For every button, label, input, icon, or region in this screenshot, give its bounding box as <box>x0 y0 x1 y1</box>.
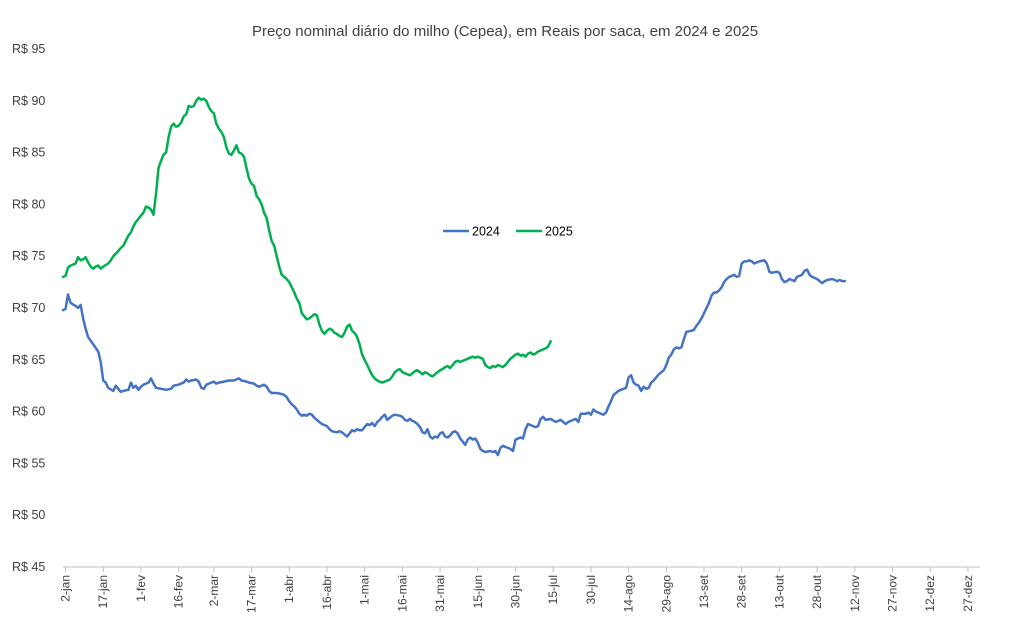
x-tick-label: 14-ago <box>622 575 636 613</box>
x-tick-label: 13-set <box>697 574 711 608</box>
y-tick-label: R$ 80 <box>12 197 45 211</box>
x-tick-label: 30-jun <box>508 575 522 608</box>
series-lines <box>61 96 847 457</box>
y-tick-label: R$ 55 <box>12 456 45 470</box>
x-tick-label: 30-jul <box>584 575 598 604</box>
y-tick-label: R$ 90 <box>12 94 45 108</box>
x-tick-label: 16-mai <box>395 575 409 612</box>
x-tick-label: 29-ago <box>659 575 673 613</box>
x-tick-label: 12-dez <box>923 575 937 612</box>
x-tick-label: 16-fev <box>172 575 186 608</box>
x-tick-label: 27-nov <box>886 575 900 612</box>
x-tick-label: 27-dez <box>961 575 975 612</box>
y-tick-label: R$ 65 <box>12 353 45 367</box>
x-tick-label: 15-jun <box>471 575 485 608</box>
x-tick-label: 2-jan <box>59 575 73 602</box>
x-tick-label: 15-jul <box>546 575 560 604</box>
x-tick-label: 2-mar <box>207 575 221 606</box>
x-tick-label: 28-set <box>735 574 749 608</box>
x-tick-label: 17-mar <box>245 575 259 613</box>
y-tick-label: R$ 95 <box>12 42 45 56</box>
x-tick-label: 13-out <box>772 574 786 609</box>
x-tick-label: 1-fev <box>134 575 148 602</box>
y-tick-label: R$ 85 <box>12 146 45 160</box>
y-tick-label: R$ 70 <box>12 301 45 315</box>
y-tick-label: R$ 75 <box>12 249 45 263</box>
x-tick-label: 12-nov <box>848 575 862 612</box>
y-axis-ticks: R$ 95 R$ 90 R$ 85 R$ 80 R$ 75 R$ 70 R$ 65 R$ 60… <box>12 42 45 574</box>
y-tick-label: R$ 60 <box>12 405 45 419</box>
x-axis-ticks: 2-jan 17-jan 1-fev 16-fev 2-mar 17-mar 1-abr 16… <box>59 567 975 613</box>
series-line-2025 <box>61 96 552 384</box>
legend-label-2025: 2025 <box>545 225 573 239</box>
x-tick-label: 16-abr <box>320 575 334 610</box>
chart-title: Preço nominal diário do milho (Cepea), e… <box>252 23 758 40</box>
legend: 2024 2025 <box>443 225 573 239</box>
x-tick-label: 28-out <box>810 574 824 609</box>
y-tick-label: R$ 50 <box>12 508 45 522</box>
legend-label-2024: 2024 <box>472 225 500 239</box>
x-tick-label: 1-abr <box>282 575 296 603</box>
y-tick-label: R$ 45 <box>12 560 45 574</box>
x-tick-label: 17-jan <box>96 575 110 608</box>
x-tick-label: 31-mai <box>433 575 447 612</box>
series-line-2024 <box>61 259 847 457</box>
x-tick-label: 1-mai <box>358 575 372 605</box>
